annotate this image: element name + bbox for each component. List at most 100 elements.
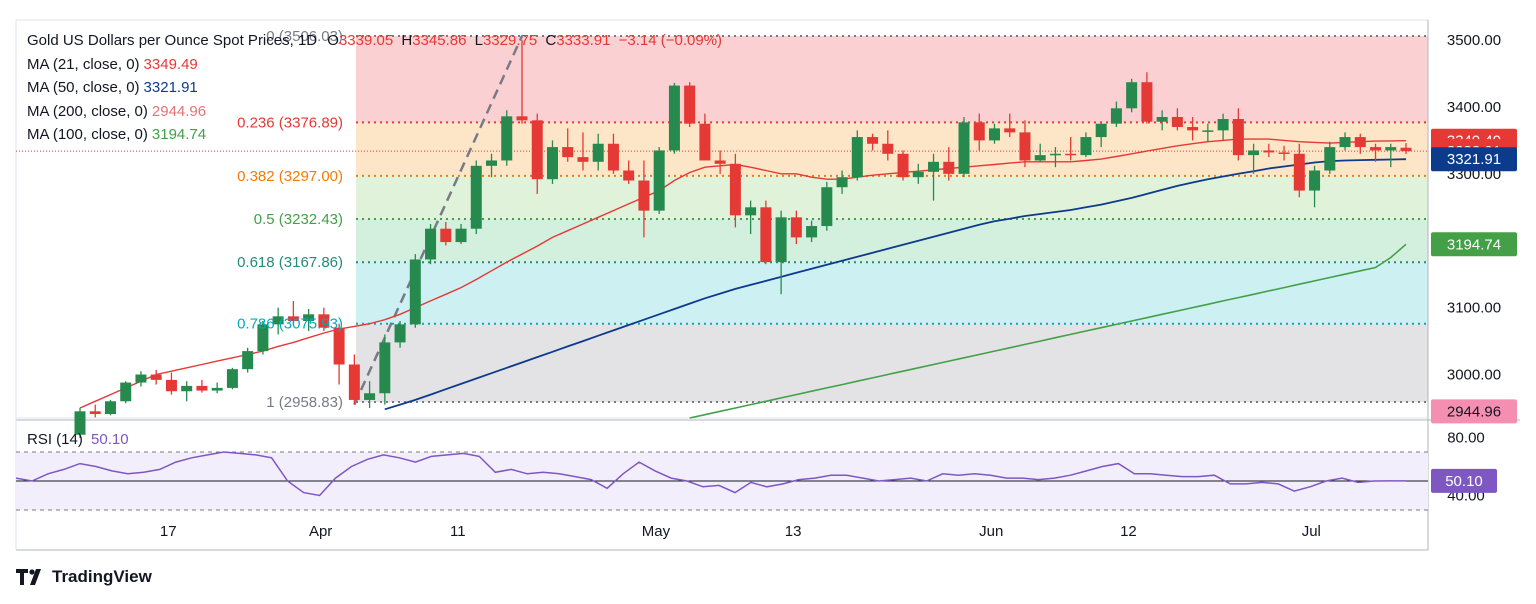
price-tag-label: 3321.91 xyxy=(1447,151,1501,168)
fibonacci-labels: 0 (3506.03) 0.236 (3376.89) 0.382 (3297.00… xyxy=(237,28,343,411)
candle xyxy=(1248,143,1260,174)
candle xyxy=(1232,108,1244,161)
candle-body xyxy=(806,226,818,238)
fib-label-0.236: 0.236 (3376.89) xyxy=(237,114,343,131)
price-tag-bg xyxy=(1431,147,1517,172)
candle xyxy=(775,210,787,295)
price-tag-bg xyxy=(1431,232,1517,257)
candle xyxy=(1324,141,1336,174)
candle-body xyxy=(531,120,543,180)
candle-body xyxy=(546,147,558,180)
candle-body xyxy=(1278,152,1290,154)
candle xyxy=(242,347,254,373)
candle xyxy=(1095,123,1107,148)
candle xyxy=(1217,113,1229,141)
candle-body xyxy=(165,379,177,392)
candle xyxy=(409,254,421,328)
candle xyxy=(257,321,269,355)
candle xyxy=(729,153,741,228)
candle-body xyxy=(745,207,757,216)
price-tag: 3321.91 xyxy=(1431,147,1517,172)
tradingview-logo: TradingView xyxy=(16,567,152,587)
x-tick-label: Apr xyxy=(309,523,332,540)
candle-body xyxy=(394,324,406,343)
fib-label-0.382: 0.382 (3297.00) xyxy=(237,168,343,185)
candle-body xyxy=(287,316,299,322)
candle-body xyxy=(1370,147,1382,151)
fib-label-0.5: 0.5 (3232.43) xyxy=(254,211,343,228)
candle xyxy=(546,140,558,184)
candle xyxy=(135,371,147,387)
legend-ma21: MA (21, close, 0) 3349.49 xyxy=(27,53,722,77)
candle xyxy=(653,147,665,214)
candle-body xyxy=(257,324,269,352)
candle-body xyxy=(1354,137,1366,148)
candle xyxy=(912,163,924,184)
candle xyxy=(287,300,299,325)
y-tick-label: 3500.00 xyxy=(1447,32,1501,49)
candle xyxy=(1187,116,1199,141)
candle-body xyxy=(1202,130,1214,132)
candle-body xyxy=(943,161,955,174)
close-value: 3333.91 xyxy=(556,32,611,49)
candle-body xyxy=(1385,147,1397,151)
candle xyxy=(1385,143,1397,168)
candle xyxy=(958,116,970,178)
candle-body xyxy=(409,259,421,325)
legend-ma100-value: 3194.74 xyxy=(151,126,207,143)
legend-ma200-value: 2944.96 xyxy=(151,102,207,120)
candle-body xyxy=(1095,123,1107,138)
candle-body xyxy=(318,314,330,328)
candles xyxy=(74,40,1412,439)
candle xyxy=(104,399,116,416)
legend-ma21-value: 3349.49 xyxy=(143,55,198,73)
candle-body xyxy=(379,342,391,394)
x-tick-label: 12 xyxy=(1120,523,1137,540)
candle-body xyxy=(1248,150,1260,156)
candle xyxy=(74,407,86,439)
candle xyxy=(714,150,726,174)
price-tag-label: 2944.96 xyxy=(1447,403,1501,420)
price-tag-bg xyxy=(1431,399,1517,424)
candle-body xyxy=(1004,128,1016,133)
rsi-tick-label: 80.00 xyxy=(1447,430,1485,447)
candle xyxy=(1171,108,1183,131)
candle xyxy=(1354,133,1366,154)
candle-body xyxy=(272,316,284,325)
candle-body xyxy=(135,374,147,383)
candle-body xyxy=(150,374,162,380)
candle xyxy=(1126,78,1138,113)
price-axis: 3500.003400.003300.003100.003000.003349.… xyxy=(1431,32,1517,424)
candle-body xyxy=(1080,137,1092,156)
candle xyxy=(486,153,498,178)
candle xyxy=(196,379,208,393)
candle xyxy=(836,170,848,194)
candle xyxy=(1156,110,1168,131)
candle xyxy=(1370,143,1382,162)
x-tick-label: Jun xyxy=(979,523,1003,540)
tradingview-logo-icon xyxy=(16,569,41,585)
candle xyxy=(272,307,284,335)
candle-body xyxy=(1400,147,1412,152)
fib-zone-0.5 xyxy=(356,219,1428,263)
candle xyxy=(851,130,863,181)
candle-body xyxy=(699,123,711,161)
candle-body xyxy=(1309,170,1321,191)
price-tag: 2944.96 xyxy=(1431,399,1517,424)
candle xyxy=(226,367,238,390)
y-tick-label: 3100.00 xyxy=(1447,300,1501,317)
candle-body xyxy=(440,228,452,243)
rsi-line xyxy=(15,451,1406,497)
candle-body xyxy=(760,207,772,263)
candle xyxy=(1339,132,1351,151)
candle-body xyxy=(684,85,696,124)
candle-body xyxy=(1126,82,1138,109)
legend-ma50-label: MA (50, close, 0) xyxy=(27,79,140,96)
candle xyxy=(1293,143,1305,198)
fib-zone-0 xyxy=(356,36,1428,123)
candle xyxy=(89,404,101,418)
candle-body xyxy=(1187,127,1199,131)
candle-body xyxy=(348,364,360,400)
